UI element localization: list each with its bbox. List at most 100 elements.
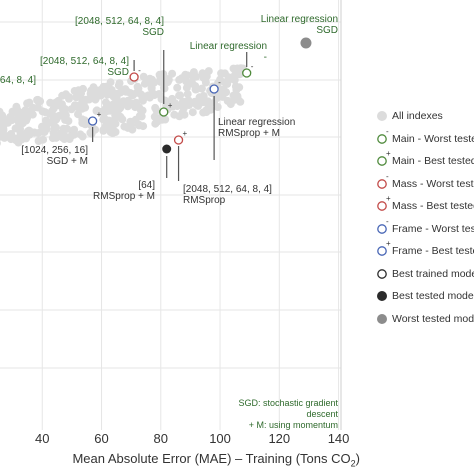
annotation-text: SGD + M [47, 156, 88, 167]
annotation-text: SGD [142, 27, 164, 38]
legend-marker [377, 111, 387, 121]
legend-label: Best trained model [392, 267, 474, 280]
point [111, 119, 120, 128]
point [111, 111, 120, 120]
legend-marker: + [377, 149, 391, 166]
annotation-text: [2048, 512, 64, 8, 4] [40, 56, 129, 67]
point [191, 85, 200, 94]
annotation-text: 64, 8, 4] [0, 75, 36, 86]
legend-marker: - [377, 172, 389, 189]
point [136, 106, 145, 114]
point [33, 103, 42, 112]
point [0, 140, 1, 146]
point [182, 77, 191, 86]
point [161, 96, 170, 105]
legend-marker-shape [377, 156, 387, 166]
point [17, 135, 26, 144]
point [199, 92, 208, 100]
legend-marker-shape [377, 246, 387, 256]
annotation-text: RMSprop [183, 195, 226, 206]
point [0, 113, 7, 122]
point [99, 126, 108, 135]
legend-item: + Main - Best tested [376, 149, 474, 178]
point [61, 105, 69, 113]
legend-label: All indexes [392, 110, 443, 122]
point [201, 78, 210, 87]
annotation-text: [1024, 256, 16] [21, 145, 88, 156]
legend-item: -Mass - Worst tested [376, 172, 474, 201]
point [152, 117, 161, 126]
point [135, 121, 143, 130]
point [99, 82, 108, 91]
point [61, 90, 70, 99]
point [102, 107, 111, 116]
legend-marker: - [377, 217, 389, 234]
point [52, 123, 60, 132]
point [197, 84, 206, 93]
highlighted-points: - + - + - + [87, 37, 312, 154]
point [176, 91, 185, 100]
point [118, 115, 127, 124]
all-indexes-points [0, 64, 248, 147]
annotation-text: RMSprop + M [218, 128, 280, 139]
point [184, 96, 193, 105]
point [14, 124, 23, 133]
point [230, 95, 239, 104]
point [0, 126, 7, 135]
point [218, 92, 227, 101]
note-line-1: SGD: stochastic gradient descent [238, 398, 338, 419]
legend-marker: + [377, 194, 391, 211]
legend-item: + Mass - Best tested [376, 194, 474, 223]
point [175, 112, 184, 121]
main-worst-tested-point [242, 68, 252, 78]
legend-marker: - [377, 127, 389, 144]
point [33, 95, 42, 104]
legend-label: Main - Best tested [392, 155, 474, 167]
legend-label: Mass - Worst tested [392, 177, 474, 190]
point [78, 132, 87, 141]
point [109, 105, 118, 114]
mass-best-tested-point [173, 135, 184, 145]
legend-marker-shape [377, 133, 387, 144]
legend-item: Best tested model [376, 290, 474, 313]
point [188, 108, 197, 117]
legend-item: Best trained model [376, 268, 474, 291]
legend-marker [377, 268, 387, 279]
point [8, 107, 17, 116]
annotation-text: SGD [107, 67, 129, 78]
point [152, 106, 161, 115]
annotation-text: SGD [316, 25, 338, 36]
point [233, 64, 242, 73]
point [79, 84, 87, 93]
legend-item: - Main - Worst tested [376, 127, 474, 156]
point [64, 117, 73, 125]
point [23, 99, 32, 108]
point [80, 116, 89, 125]
x-tick-label: 100 [209, 431, 231, 446]
point [137, 90, 145, 99]
legend-sign: - [386, 172, 389, 181]
point [139, 72, 148, 81]
point-sign-label: + [168, 101, 173, 110]
x-tick-label: 60 [94, 431, 108, 446]
note-line-2: + M: using momentum [248, 420, 338, 430]
point [50, 132, 59, 141]
legend-marker-shape [377, 268, 387, 279]
point [42, 120, 51, 129]
legend-label: Main - Worst tested [392, 132, 474, 145]
legend-label: Mass - Best tested [392, 200, 474, 212]
legend-sign: + [386, 239, 391, 248]
point [183, 90, 192, 99]
point [56, 129, 65, 138]
point [16, 112, 24, 121]
point [38, 126, 47, 135]
frame-worst-tested-point [209, 84, 219, 94]
legend-marker [377, 313, 387, 324]
annotation-text: - [264, 52, 267, 63]
annotation-text: Linear regression [190, 41, 267, 52]
legend-sign: + [386, 149, 391, 158]
point [54, 96, 63, 105]
point [96, 107, 105, 116]
